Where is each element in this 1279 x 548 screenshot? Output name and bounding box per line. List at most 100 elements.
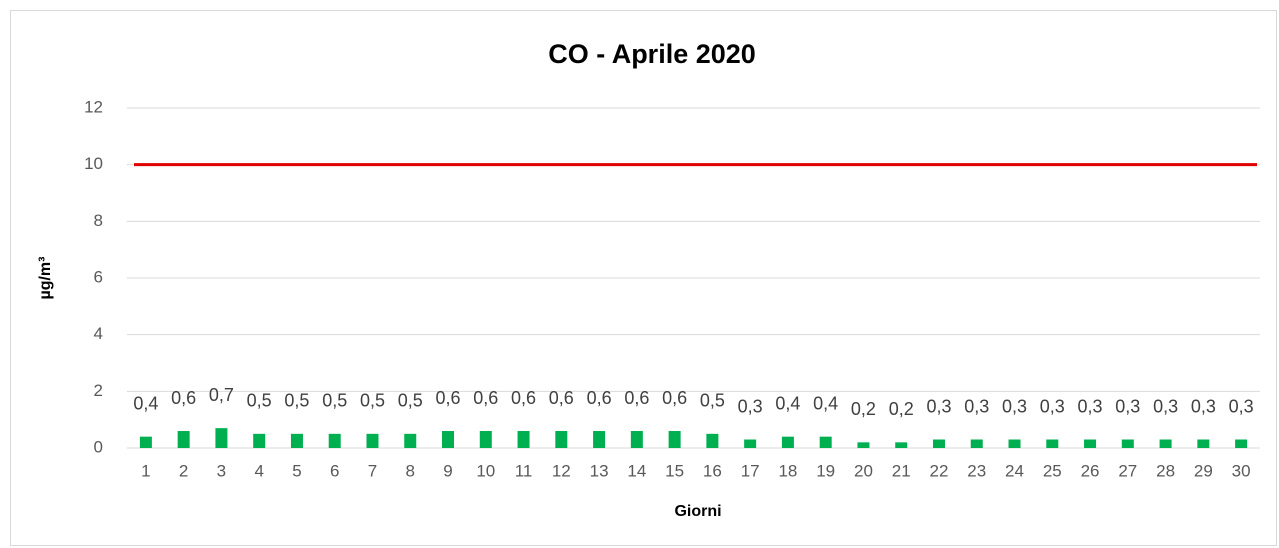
x-tick-label: 11	[515, 461, 533, 480]
data-label: 0,3	[1078, 396, 1103, 416]
data-label: 0,3	[1153, 396, 1178, 416]
x-tick-label: 6	[330, 461, 339, 480]
data-label: 0,6	[436, 388, 461, 408]
x-tick-label: 17	[741, 461, 760, 480]
data-label: 0,6	[587, 388, 612, 408]
x-tick-label: 19	[816, 461, 835, 480]
bar	[328, 433, 341, 448]
data-label: 0,6	[549, 388, 574, 408]
data-label: 0,2	[851, 399, 876, 419]
data-label: 0,4	[813, 393, 838, 413]
x-tick-label: 20	[854, 461, 873, 480]
data-label: 0,3	[1229, 396, 1254, 416]
x-tick-label: 1	[141, 461, 150, 480]
bar	[139, 436, 152, 448]
data-label: 0,3	[1002, 396, 1027, 416]
x-tick-label: 23	[967, 461, 986, 480]
data-label: 0,4	[775, 393, 800, 413]
y-tick-label: 4	[94, 324, 103, 343]
data-label: 0,5	[247, 391, 272, 411]
data-label: 0,6	[171, 388, 196, 408]
data-label: 0,3	[1115, 396, 1140, 416]
bar	[555, 431, 568, 448]
bar	[819, 436, 832, 448]
bar	[366, 433, 379, 448]
x-tick-label: 13	[590, 461, 609, 480]
data-label: 0,6	[662, 388, 687, 408]
y-tick-label: 6	[94, 267, 103, 286]
x-tick-label: 30	[1232, 461, 1251, 480]
bar	[857, 442, 870, 448]
x-tick-label: 4	[254, 461, 263, 480]
y-tick-label: 2	[94, 381, 103, 400]
bar	[1008, 439, 1021, 448]
x-tick-label: 24	[1005, 461, 1024, 480]
data-label: 0,6	[624, 388, 649, 408]
bar	[593, 431, 606, 448]
data-label: 0,3	[1191, 396, 1216, 416]
bar	[1159, 439, 1172, 448]
x-tick-label: 21	[892, 461, 911, 480]
bar	[1197, 439, 1210, 448]
x-tick-label: 22	[930, 461, 949, 480]
data-label: 0,2	[889, 399, 914, 419]
y-axis-label: µg/m³	[37, 257, 54, 300]
x-tick-label: 5	[292, 461, 301, 480]
x-tick-label: 25	[1043, 461, 1062, 480]
x-tick-label: 12	[552, 461, 571, 480]
bar	[215, 428, 228, 448]
x-axis-label: Giorni	[674, 503, 721, 520]
x-tick-label: 18	[778, 461, 797, 480]
x-tick-label: 15	[665, 461, 684, 480]
bar	[630, 431, 643, 448]
bar	[1084, 439, 1097, 448]
data-label: 0,3	[926, 396, 951, 416]
data-label: 0,5	[700, 391, 725, 411]
data-label: 0,6	[473, 388, 498, 408]
bar	[1121, 439, 1134, 448]
data-label: 0,4	[133, 393, 158, 413]
x-tick-label: 2	[179, 461, 188, 480]
x-tick-label: 29	[1194, 461, 1213, 480]
bar	[1046, 439, 1059, 448]
data-label: 0,3	[1040, 396, 1065, 416]
data-label: 0,5	[284, 391, 309, 411]
bar	[706, 433, 719, 448]
bar	[1235, 439, 1248, 448]
bar	[290, 433, 303, 448]
x-tick-label: 8	[406, 461, 415, 480]
bar	[479, 431, 492, 448]
bar	[253, 433, 266, 448]
bar	[970, 439, 983, 448]
data-label: 0,5	[398, 391, 423, 411]
x-tick-label: 14	[627, 461, 646, 480]
data-label: 0,6	[511, 388, 536, 408]
x-tick-label: 10	[476, 461, 495, 480]
bar	[895, 442, 908, 448]
bar	[517, 431, 530, 448]
x-tick-label: 28	[1156, 461, 1175, 480]
bar	[442, 431, 455, 448]
data-label: 0,5	[322, 391, 347, 411]
x-tick-label: 3	[217, 461, 226, 480]
chart-title: CO - Aprile 2020	[548, 39, 756, 69]
x-tick-label: 16	[703, 461, 722, 480]
data-label: 0,5	[360, 391, 385, 411]
bar	[177, 431, 190, 448]
x-tick-label: 26	[1081, 461, 1100, 480]
bar	[744, 439, 757, 448]
x-tick-label: 9	[443, 461, 452, 480]
x-tick-label: 27	[1118, 461, 1137, 480]
x-tick-label: 7	[368, 461, 377, 480]
bar	[932, 439, 945, 448]
data-label: 0,3	[964, 396, 989, 416]
y-tick-label: 8	[94, 211, 103, 230]
y-tick-label: 10	[84, 154, 103, 173]
data-label: 0,7	[209, 385, 234, 405]
data-label: 0,3	[738, 396, 763, 416]
bar	[781, 436, 794, 448]
y-tick-label: 12	[84, 97, 103, 116]
bar	[668, 431, 681, 448]
bar	[404, 433, 417, 448]
